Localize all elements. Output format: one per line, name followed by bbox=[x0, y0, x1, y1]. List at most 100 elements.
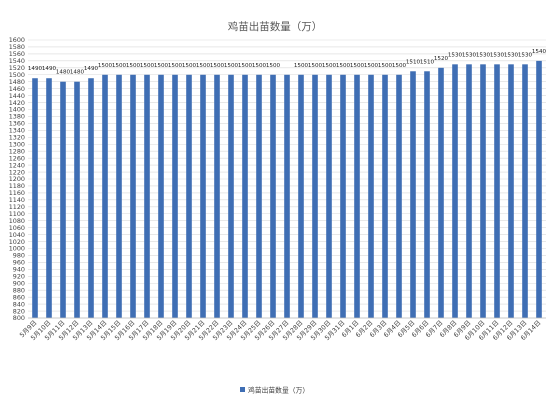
y-tick-label: 1500 bbox=[9, 71, 25, 79]
bar bbox=[298, 74, 304, 318]
y-tick-label: 900 bbox=[13, 279, 25, 287]
y-tick-label: 1280 bbox=[9, 147, 25, 155]
y-tick-label: 1380 bbox=[9, 113, 25, 121]
data-label: 1500 bbox=[98, 63, 113, 69]
data-label: 1500 bbox=[112, 63, 127, 69]
bar bbox=[368, 74, 374, 318]
y-tick-label: 1540 bbox=[9, 57, 25, 65]
bar bbox=[116, 74, 122, 318]
bar bbox=[242, 74, 248, 318]
y-tick-label: 1060 bbox=[9, 224, 25, 232]
data-label: 1520 bbox=[434, 56, 449, 62]
y-tick-label: 920 bbox=[13, 273, 25, 281]
y-tick-label: 1460 bbox=[9, 85, 25, 93]
y-tick-label: 860 bbox=[13, 293, 25, 301]
y-tick-label: 1260 bbox=[9, 154, 25, 162]
bar bbox=[228, 74, 234, 318]
data-label: 1490 bbox=[84, 66, 99, 72]
y-tick-label: 1480 bbox=[9, 78, 25, 86]
data-label: 1500 bbox=[252, 63, 267, 69]
bar bbox=[284, 74, 290, 318]
data-label: 1530 bbox=[490, 52, 505, 58]
bar bbox=[340, 74, 346, 318]
data-label: 1500 bbox=[336, 63, 351, 69]
y-tick-label: 1420 bbox=[9, 99, 25, 107]
bar bbox=[256, 74, 262, 318]
y-tick-label: 820 bbox=[13, 307, 25, 315]
bar bbox=[102, 74, 108, 318]
chart-title: 鸡苗出苗数量（万） bbox=[228, 20, 323, 33]
data-label: 1500 bbox=[294, 63, 309, 69]
bar bbox=[46, 78, 52, 318]
bar bbox=[354, 74, 360, 318]
y-tick-label: 1400 bbox=[9, 106, 25, 114]
data-label: 1530 bbox=[476, 52, 491, 58]
bar bbox=[312, 74, 318, 318]
data-label: 1500 bbox=[378, 63, 393, 69]
bars bbox=[32, 60, 542, 319]
data-label: 1490 bbox=[28, 66, 43, 72]
bar bbox=[144, 74, 150, 318]
bar bbox=[466, 64, 472, 318]
y-tick-label: 940 bbox=[13, 266, 25, 274]
y-tick-label: 1160 bbox=[9, 189, 25, 197]
y-tick-label: 1300 bbox=[9, 140, 25, 148]
y-axis-ticks: 8008208408608809009209409609801000102010… bbox=[9, 36, 25, 322]
bar bbox=[480, 64, 486, 318]
bar bbox=[88, 78, 94, 318]
y-tick-label: 1120 bbox=[9, 203, 25, 211]
data-label: 1510 bbox=[406, 59, 421, 65]
data-label: 1500 bbox=[322, 63, 337, 69]
bar bbox=[186, 74, 192, 318]
bar bbox=[158, 74, 164, 318]
bar bbox=[410, 71, 416, 319]
data-label: 1530 bbox=[504, 52, 519, 58]
y-tick-label: 1040 bbox=[9, 231, 25, 239]
data-label: 1500 bbox=[392, 63, 407, 69]
y-tick-label: 960 bbox=[13, 259, 25, 267]
y-tick-label: 1600 bbox=[9, 36, 25, 44]
data-label: 1500 bbox=[126, 63, 141, 69]
y-tick-label: 1360 bbox=[9, 120, 25, 128]
bar bbox=[536, 60, 542, 318]
y-tick-label: 1200 bbox=[9, 175, 25, 183]
data-label: 1500 bbox=[364, 63, 379, 69]
y-tick-label: 1320 bbox=[9, 134, 25, 142]
legend: 鸡苗出苗数量（万） bbox=[240, 386, 309, 395]
bar bbox=[74, 81, 80, 318]
y-tick-label: 1100 bbox=[9, 210, 25, 218]
data-label: 1530 bbox=[462, 52, 477, 58]
data-label: 1500 bbox=[140, 63, 155, 69]
data-label: 1500 bbox=[266, 63, 281, 69]
y-tick-label: 1340 bbox=[9, 127, 25, 135]
data-label: 1500 bbox=[224, 63, 239, 69]
y-tick-label: 800 bbox=[13, 314, 25, 322]
y-tick-label: 1440 bbox=[9, 92, 25, 100]
data-label: 1530 bbox=[448, 52, 463, 58]
y-tick-label: 1000 bbox=[9, 245, 25, 253]
data-label: 1530 bbox=[518, 52, 533, 58]
data-label: 1510 bbox=[420, 59, 435, 65]
bar bbox=[60, 81, 66, 318]
y-tick-label: 1020 bbox=[9, 238, 25, 246]
bar bbox=[424, 71, 430, 319]
data-label: 1540 bbox=[532, 49, 547, 55]
bar bbox=[452, 64, 458, 318]
y-tick-label: 1080 bbox=[9, 217, 25, 225]
bar bbox=[494, 64, 500, 318]
y-tick-label: 880 bbox=[13, 286, 25, 294]
y-tick-label: 1240 bbox=[9, 161, 25, 169]
bar bbox=[508, 64, 514, 318]
y-tick-label: 1520 bbox=[9, 64, 25, 72]
data-label: 1500 bbox=[350, 63, 365, 69]
y-tick-label: 840 bbox=[13, 300, 25, 308]
data-label: 1490 bbox=[42, 66, 57, 72]
bar bbox=[270, 74, 276, 318]
y-tick-label: 980 bbox=[13, 252, 25, 260]
data-label: 1500 bbox=[168, 63, 183, 69]
y-tick-label: 1180 bbox=[9, 182, 25, 190]
bar bbox=[396, 74, 402, 318]
bar bbox=[32, 78, 38, 318]
